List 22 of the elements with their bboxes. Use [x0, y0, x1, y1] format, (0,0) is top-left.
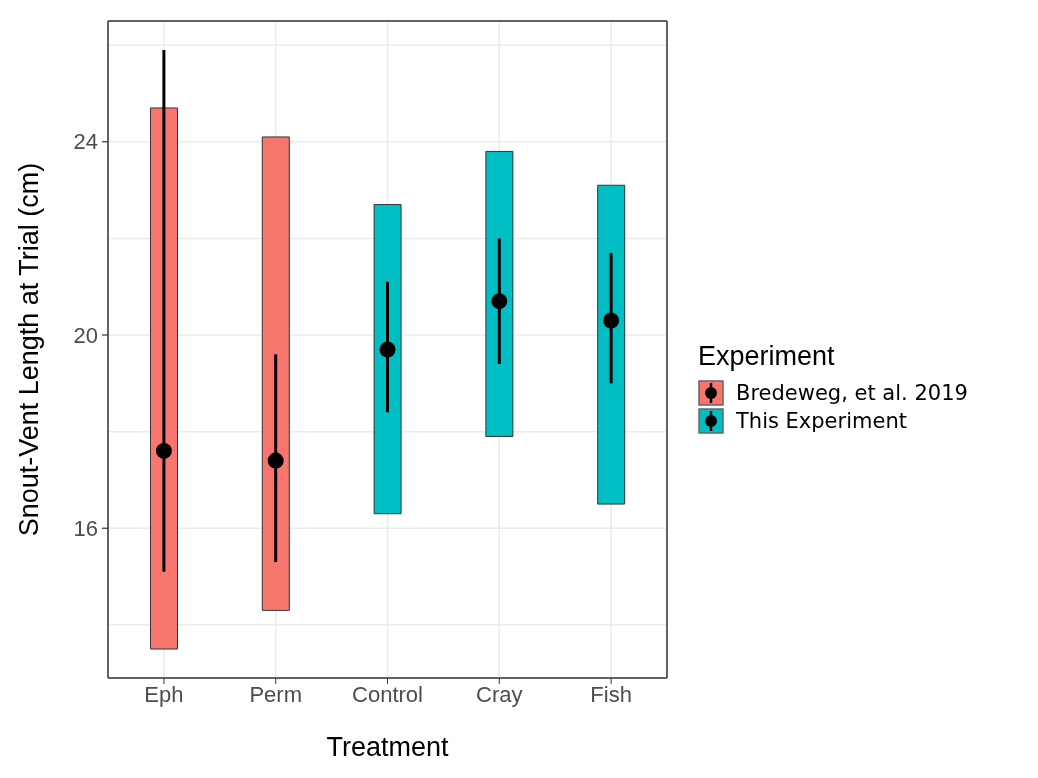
x-tick-label: Perm	[249, 681, 302, 707]
bar	[485, 150, 514, 437]
bar	[261, 136, 290, 611]
y-tick-label: 20	[73, 322, 98, 348]
point	[267, 452, 284, 469]
point	[491, 293, 508, 310]
y-axis-title: Snout-Vent Length at Trial (cm)	[13, 162, 44, 537]
x-tick-label: Cray	[476, 681, 523, 707]
x-tick-label: Eph	[144, 681, 184, 707]
x-axis-title: Treatment	[326, 732, 450, 762]
x-tick-label: Control	[352, 681, 423, 707]
legend-label: This Experiment	[736, 408, 907, 433]
bar	[597, 184, 626, 505]
legend-label: Bredeweg, et al. 2019	[736, 380, 968, 405]
y-tick-label: 24	[73, 129, 98, 155]
bar	[373, 204, 402, 515]
point	[379, 341, 396, 358]
point	[155, 442, 172, 459]
y-tick-label: 16	[73, 515, 98, 541]
point	[603, 312, 620, 329]
x-tick-label: Fish	[590, 681, 632, 707]
legend-title: Experiment	[698, 340, 836, 372]
